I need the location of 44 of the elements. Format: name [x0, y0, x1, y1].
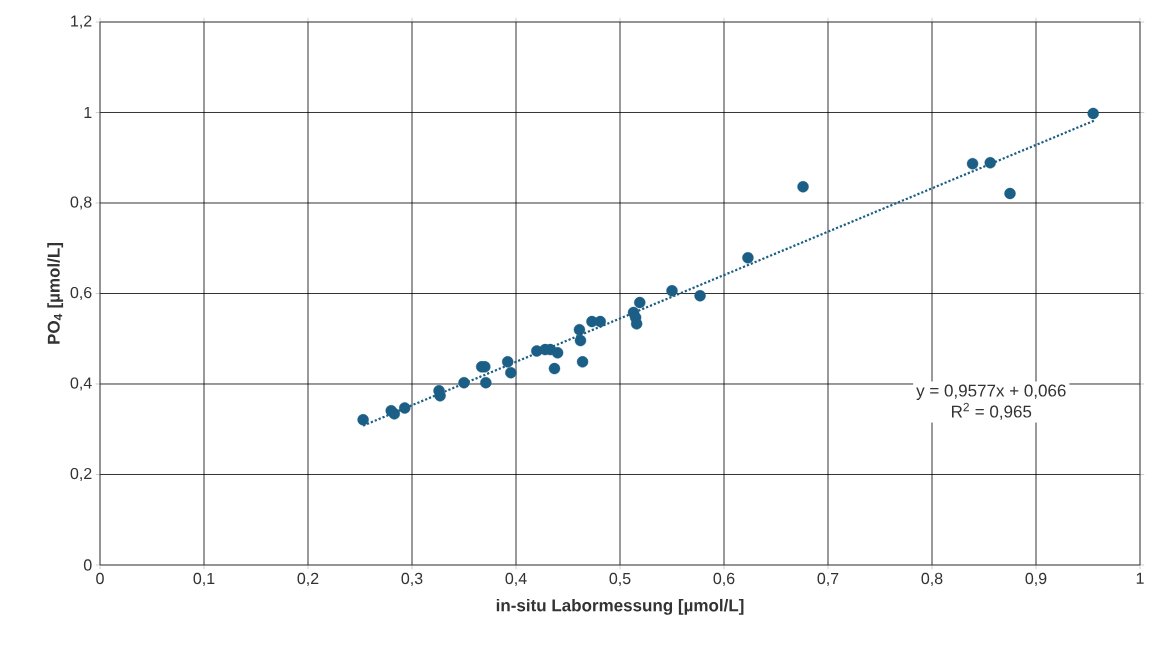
annotation: R$^{2}$ = 0,965: [952, 402, 1032, 420]
y-tick-label: 0,8: [70, 196, 92, 210]
point: [505, 366, 517, 379]
x-tick-label: 1: [1136, 572, 1144, 584]
point: [1004, 187, 1016, 200]
point: [630, 318, 643, 330]
point: [576, 356, 589, 368]
x-tick-label: 0,2: [297, 572, 319, 587]
x-tick-label: 0,8: [921, 572, 943, 587]
point: [797, 181, 809, 193]
x-tick-label: 0: [96, 572, 104, 585]
point: [742, 252, 754, 264]
x-tick-label: 0,3: [401, 572, 423, 587]
annotation: y = 0,9577x + 0,066: [916, 384, 1066, 400]
point: [573, 324, 586, 336]
point: [399, 402, 411, 414]
y-tick-label: 0: [83, 559, 92, 571]
point: [634, 296, 646, 309]
x-tick-label: 0,5: [609, 572, 631, 587]
point: [984, 157, 996, 169]
point: [357, 414, 369, 426]
y-axis-title: PO$_{4}$ [µmol/L]: [47, 243, 64, 344]
x-tick-label: 0,4: [505, 572, 527, 587]
y-tick-label: 0,2: [70, 467, 92, 482]
x-axis-title: in-situ Labormessung [µmol/L]: [496, 598, 744, 615]
x-tick-label: 0,7: [817, 572, 839, 587]
point: [1087, 107, 1099, 120]
point: [966, 157, 979, 170]
point: [501, 356, 514, 368]
point: [480, 376, 492, 389]
y-tick-label: 1: [84, 106, 92, 118]
x-tick-label: 0,9: [1025, 572, 1047, 587]
point: [548, 362, 561, 375]
y-tick-label: 0,4: [70, 377, 92, 391]
y-tick-label: 0,6: [70, 286, 92, 301]
point: [388, 408, 401, 420]
x-tick-label: 0,1: [193, 572, 215, 587]
point: [694, 290, 706, 302]
point: [574, 334, 587, 347]
x-tick-label: 0,6: [713, 572, 735, 587]
point: [551, 347, 564, 359]
y-tick-label: 1,2: [71, 15, 92, 29]
point: [666, 285, 678, 297]
point: [458, 376, 470, 389]
